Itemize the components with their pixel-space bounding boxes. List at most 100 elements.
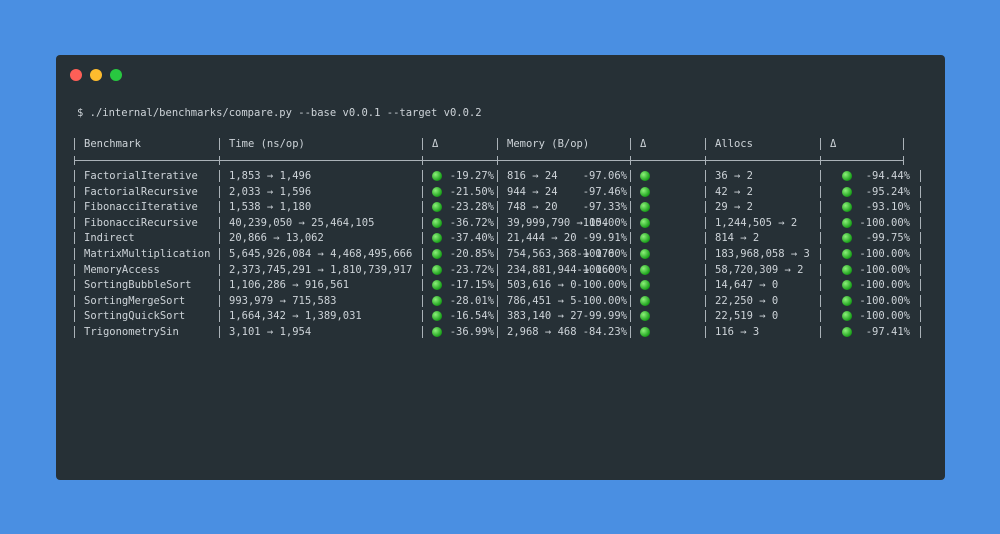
- status-icon: [842, 264, 852, 275]
- column-border: [920, 263, 921, 276]
- table-cell: SortingBubbleSort: [84, 279, 192, 292]
- delta-cell: -97.46%: [582, 185, 627, 198]
- column-border: [920, 185, 921, 198]
- column-border: [820, 310, 821, 323]
- delta-cell: -37.40%: [449, 232, 494, 245]
- table-cell: 3,101 → 1,954: [229, 326, 312, 338]
- status-icon: [842, 171, 852, 181]
- column-border: [820, 294, 821, 307]
- table-cell: FactorialRecursive: [84, 185, 198, 198]
- column-border: [219, 232, 220, 245]
- column-border: [630, 170, 631, 182]
- column-border: [630, 232, 631, 245]
- column-border: [422, 279, 423, 292]
- separator-tick: [903, 156, 904, 165]
- column-border: [820, 216, 821, 229]
- column-border: [219, 326, 220, 338]
- header-cell: Δ: [432, 138, 439, 150]
- table-cell: 116 → 3: [715, 326, 760, 338]
- minimize-button[interactable]: [90, 69, 102, 81]
- delta-cell: -100.00%: [859, 248, 910, 260]
- table-cell: 2,373,745,291 → 1,810,739,917: [229, 263, 413, 276]
- column-border: [422, 170, 423, 182]
- delta-cell: -100.00%: [576, 216, 627, 229]
- delta-cell: -84.23%: [582, 326, 627, 338]
- close-button[interactable]: [70, 69, 82, 81]
- column-border: [820, 279, 821, 292]
- column-border: [920, 279, 921, 292]
- column-border: [497, 294, 498, 307]
- delta-cell: -28.01%: [449, 294, 494, 307]
- column-border: [497, 201, 498, 214]
- status-icon: [842, 202, 852, 213]
- column-border: [497, 185, 498, 198]
- table-cell: FibonacciRecursive: [84, 216, 198, 229]
- delta-cell: -97.41%: [865, 326, 910, 338]
- column-border: [630, 248, 631, 260]
- delta-cell: -100.00%: [576, 294, 627, 307]
- column-border: [920, 310, 921, 323]
- column-border: [820, 326, 821, 338]
- column-border: [920, 326, 921, 338]
- column-border: [630, 279, 631, 292]
- column-border: [820, 185, 821, 198]
- table-cell: Indirect: [84, 232, 135, 245]
- column-border: [219, 170, 220, 182]
- status-icon: [432, 217, 442, 228]
- delta-cell: -19.27%: [449, 170, 494, 182]
- table-cell: 383,140 → 27: [507, 310, 583, 323]
- delta-cell: -100.00%: [859, 294, 910, 307]
- table-cell: SortingQuickSort: [84, 310, 186, 323]
- column-border: [219, 201, 220, 214]
- column-border: [74, 279, 75, 292]
- header-cell: Allocs: [715, 138, 753, 150]
- header-separator: [74, 160, 903, 161]
- table-cell: 1,853 → 1,496: [229, 170, 312, 182]
- maximize-button[interactable]: [110, 69, 122, 81]
- header-cell: Benchmark: [84, 138, 141, 150]
- column-border: [497, 216, 498, 229]
- table-cell: 816 → 24: [507, 170, 558, 182]
- column-border: [422, 138, 423, 150]
- column-border: [422, 294, 423, 307]
- status-icon: [842, 233, 852, 244]
- column-border: [705, 232, 706, 245]
- status-icon: [640, 264, 650, 275]
- separator-tick: [705, 156, 706, 165]
- table-cell: 36 → 2: [715, 170, 753, 182]
- status-icon: [640, 295, 650, 306]
- column-border: [820, 201, 821, 214]
- delta-cell: -99.91%: [582, 232, 627, 245]
- column-border: [422, 326, 423, 338]
- column-border: [920, 232, 921, 245]
- table-cell: 58,720,309 → 2: [715, 263, 804, 276]
- delta-cell: -20.85%: [449, 248, 494, 260]
- table-cell: 748 → 20: [507, 201, 558, 214]
- column-border: [705, 216, 706, 229]
- column-border: [630, 216, 631, 229]
- delta-cell: -100.00%: [576, 248, 627, 260]
- separator-tick: [219, 156, 220, 165]
- delta-cell: -94.44%: [865, 170, 910, 182]
- column-border: [219, 294, 220, 307]
- status-icon: [842, 186, 852, 197]
- table-cell: MatrixMultiplication: [84, 248, 211, 260]
- delta-cell: -100.00%: [859, 216, 910, 229]
- delta-cell: -100.00%: [859, 279, 910, 292]
- delta-cell: -23.72%: [449, 263, 494, 276]
- status-icon: [432, 202, 442, 213]
- table-cell: MemoryAccess: [84, 263, 160, 276]
- column-border: [630, 294, 631, 307]
- column-border: [920, 216, 921, 229]
- column-border: [497, 279, 498, 292]
- command: $ ./internal/benchmarks/compare.py --bas…: [77, 107, 482, 119]
- delta-cell: -100.00%: [859, 310, 910, 323]
- table-cell: 29 → 2: [715, 201, 753, 214]
- separator-tick: [422, 156, 423, 165]
- status-icon: [432, 186, 442, 197]
- delta-cell: -36.72%: [449, 216, 494, 229]
- column-border: [422, 185, 423, 198]
- table-cell: 786,451 → 5: [507, 294, 577, 307]
- table-cell: 993,979 → 715,583: [229, 294, 337, 307]
- terminal-window: [56, 55, 945, 480]
